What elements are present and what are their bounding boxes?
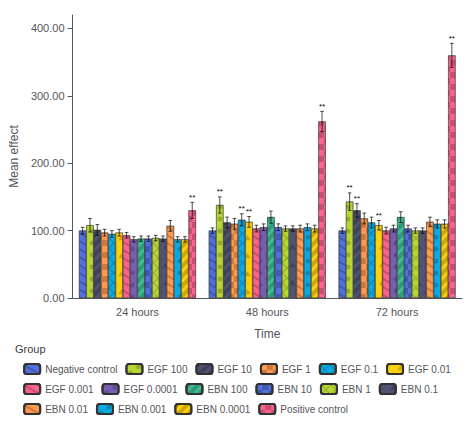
svg-text:300.00: 300.00 bbox=[31, 90, 65, 102]
svg-text:**: ** bbox=[319, 102, 325, 111]
svg-text:EBN 0.001: EBN 0.001 bbox=[118, 404, 167, 415]
svg-text:EBN 0.01: EBN 0.01 bbox=[45, 404, 88, 415]
svg-text:Group: Group bbox=[15, 343, 46, 355]
svg-text:EGF 0.01: EGF 0.01 bbox=[408, 364, 451, 375]
svg-text:**: ** bbox=[347, 183, 353, 192]
svg-text:48 hours: 48 hours bbox=[246, 306, 289, 318]
svg-text:EGF 0.1: EGF 0.1 bbox=[341, 364, 379, 375]
svg-text:0.00: 0.00 bbox=[43, 292, 64, 304]
svg-text:200.00: 200.00 bbox=[31, 157, 65, 169]
svg-text:**: ** bbox=[189, 193, 195, 202]
svg-text:Negative control: Negative control bbox=[45, 364, 117, 375]
svg-text:**: ** bbox=[449, 34, 455, 43]
svg-text:EBN 1: EBN 1 bbox=[342, 384, 371, 395]
svg-text:EGF 1: EGF 1 bbox=[282, 364, 311, 375]
svg-text:Time: Time bbox=[254, 327, 281, 341]
svg-text:**: ** bbox=[239, 204, 245, 213]
svg-text:Positive control: Positive control bbox=[280, 404, 348, 415]
svg-text:EGF 0.001: EGF 0.001 bbox=[45, 384, 94, 395]
svg-text:EBN 100: EBN 100 bbox=[207, 384, 247, 395]
svg-text:EGF 100: EGF 100 bbox=[147, 364, 187, 375]
svg-text:400.00: 400.00 bbox=[31, 22, 65, 34]
svg-text:**: ** bbox=[246, 207, 252, 216]
svg-text:**: ** bbox=[354, 194, 360, 203]
svg-text:100.00: 100.00 bbox=[31, 225, 65, 237]
svg-text:EGF 10: EGF 10 bbox=[217, 364, 252, 375]
svg-text:EBN 0.0001: EBN 0.0001 bbox=[196, 404, 250, 415]
svg-text:EGF 0.0001: EGF 0.0001 bbox=[124, 384, 178, 395]
svg-text:72 hours: 72 hours bbox=[376, 306, 419, 318]
svg-text:EBN 10: EBN 10 bbox=[277, 384, 312, 395]
svg-text:**: ** bbox=[217, 187, 223, 196]
svg-text:**: ** bbox=[376, 211, 382, 220]
svg-text:EBN 0.1: EBN 0.1 bbox=[401, 384, 439, 395]
svg-text:24 hours: 24 hours bbox=[116, 306, 159, 318]
svg-text:Mean effect: Mean effect bbox=[7, 125, 21, 188]
